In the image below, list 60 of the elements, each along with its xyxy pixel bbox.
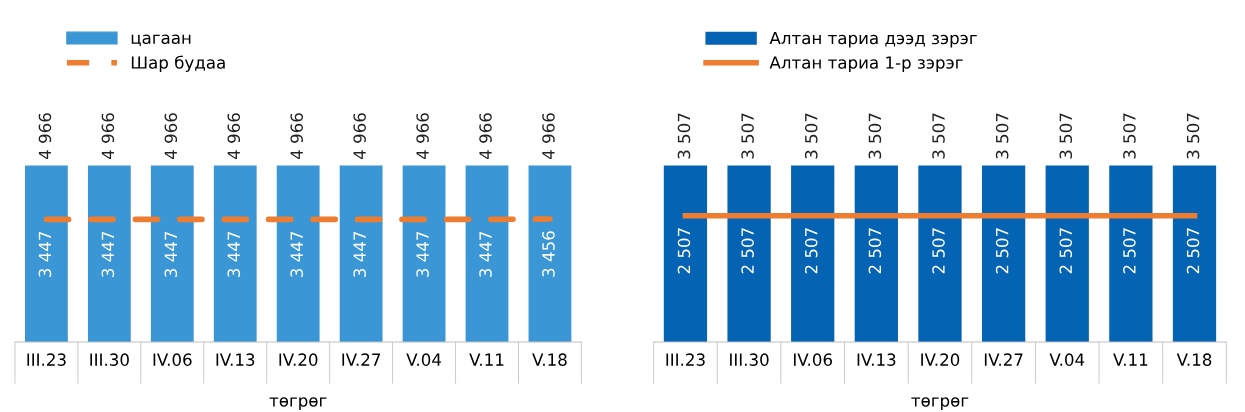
x-tick-label: IV.27 [984, 353, 1023, 366]
x-tick-label: V.04 [1049, 353, 1085, 366]
legend-label: цагаан [131, 34, 191, 47]
data-label: 3 507 [741, 113, 754, 159]
x-tick-label: IV.20 [921, 353, 960, 366]
x-tick-label: III.23 [27, 353, 66, 366]
data-label: 4 966 [479, 113, 492, 160]
data-label: 3 507 [1059, 113, 1073, 159]
x-tick-label: IV.06 [794, 353, 832, 366]
x-tick-label: IV.13 [857, 353, 896, 366]
data-label: 3 507 [932, 113, 945, 159]
x-axis-title: төгрөг [269, 397, 327, 411]
data-label: 4 966 [353, 113, 366, 160]
data-label: 3 507 [677, 113, 691, 159]
data-label: 2 507 [868, 228, 882, 274]
x-tick-label: IV.20 [279, 353, 318, 366]
x-tick-label: V.04 [406, 353, 442, 366]
x-tick-label: IV.13 [216, 353, 255, 366]
data-label: 3 447 [290, 231, 304, 277]
data-label: 2 507 [1059, 228, 1073, 274]
x-tick-label: III.30 [730, 353, 769, 366]
data-label: 3 507 [868, 113, 882, 159]
data-label: 3 447 [164, 231, 178, 277]
data-label: 2 507 [995, 228, 1009, 274]
x-tick-label: IV.27 [342, 353, 381, 366]
data-label: 3 507 [1123, 113, 1136, 159]
data-label: 3 447 [416, 231, 429, 277]
legend-label: Алтан тариа 1-р зэрэг [769, 56, 963, 73]
data-label: 3 447 [101, 231, 115, 277]
data-label: 2 507 [932, 228, 945, 274]
data-label: 4 966 [416, 113, 429, 160]
x-tick-label: V.18 [532, 353, 567, 366]
data-label: 2 507 [804, 228, 818, 274]
data-label: 2 507 [741, 228, 754, 274]
data-label: 3 507 [804, 113, 818, 159]
data-label: 3 507 [1186, 113, 1200, 159]
x-tick-label: V.11 [469, 353, 504, 366]
data-label: 4 966 [38, 113, 52, 160]
data-label: 4 966 [227, 113, 241, 160]
data-label: 3 507 [995, 113, 1009, 159]
data-label: 4 966 [164, 113, 178, 160]
data-label: 3 447 [227, 231, 241, 277]
data-label: 3 456 [542, 231, 555, 277]
x-axis-title: төгрөг [911, 397, 969, 411]
data-label: 2 507 [1186, 228, 1200, 274]
data-label: 4 966 [101, 113, 115, 160]
x-tick-label: V.18 [1176, 353, 1212, 366]
data-label: 4 966 [290, 113, 304, 160]
data-label: 3 447 [38, 231, 52, 277]
data-label: 2 507 [1123, 228, 1136, 274]
data-label: 4 966 [542, 113, 555, 160]
x-tick-label: III.23 [666, 353, 705, 366]
x-tick-label: III.30 [90, 353, 129, 366]
data-label: 2 507 [677, 228, 691, 274]
legend-label: Шар будаа [131, 55, 225, 73]
legend-label: Алтан тариа дээд зэрэг [769, 31, 977, 48]
x-tick-label: V.11 [1113, 353, 1148, 366]
data-label: 3 447 [353, 231, 366, 277]
data-label: 3 447 [479, 231, 492, 277]
x-tick-label: IV.06 [153, 353, 192, 366]
